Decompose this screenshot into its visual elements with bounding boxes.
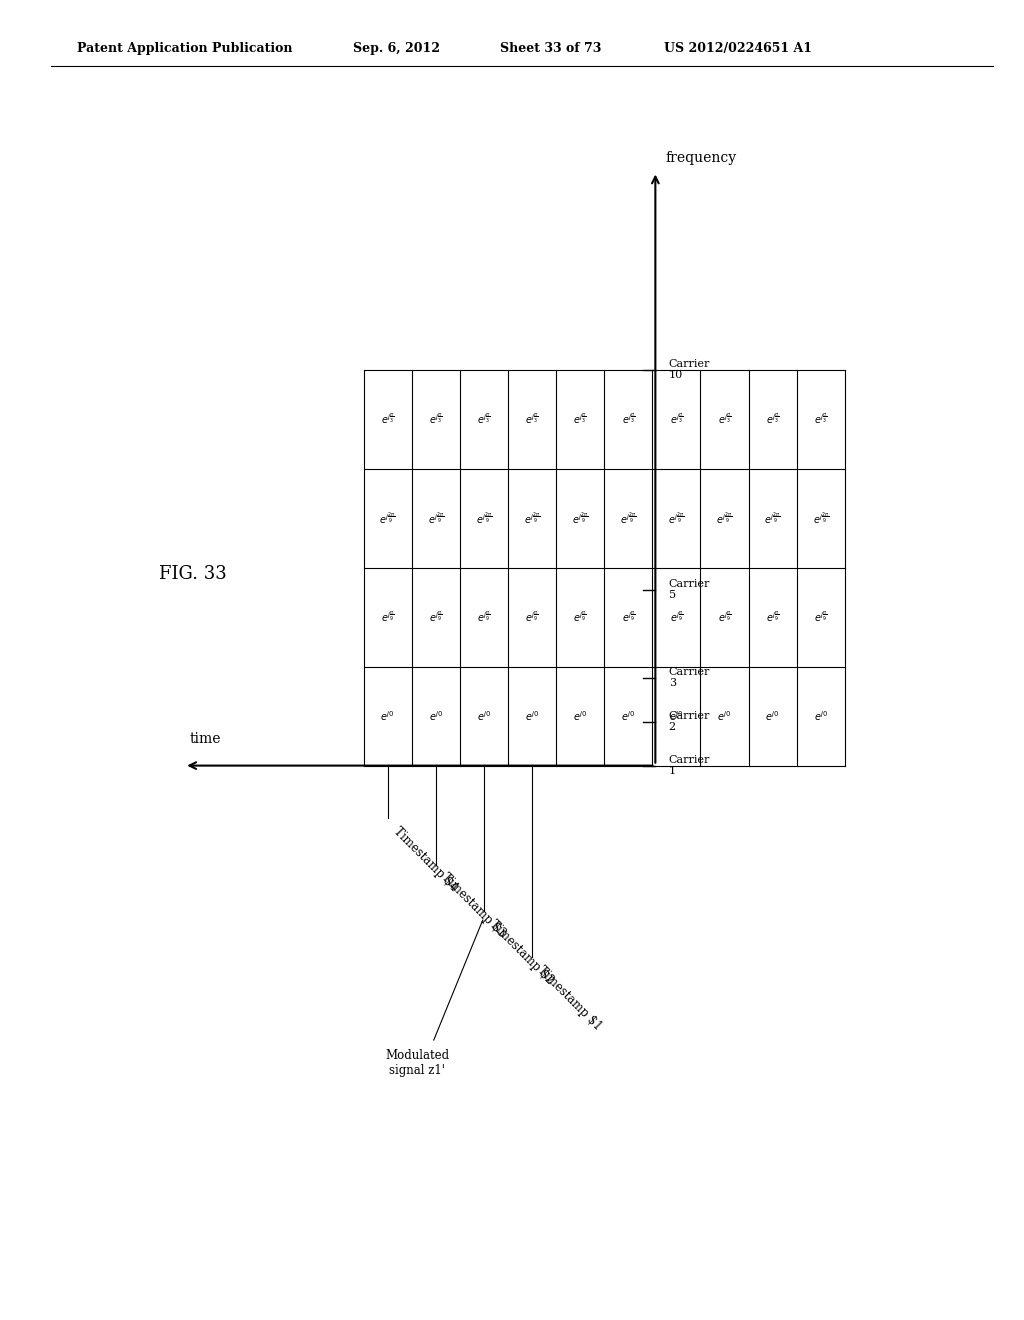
- Text: $e^{j\frac{\pi}{3}}$: $e^{j\frac{\pi}{3}}$: [766, 412, 779, 426]
- Text: $e^{j\frac{\pi}{3}}$: $e^{j\frac{\pi}{3}}$: [573, 412, 587, 426]
- Text: $e^{j\frac{2\pi}{9}}$: $e^{j\frac{2\pi}{9}}$: [669, 511, 684, 525]
- Text: $e^{j0}$: $e^{j0}$: [381, 709, 394, 723]
- Text: $e^{j\frac{2\pi}{9}}$: $e^{j\frac{2\pi}{9}}$: [717, 511, 732, 525]
- Text: $e^{j\frac{\pi}{9}}$: $e^{j\frac{\pi}{9}}$: [525, 610, 539, 624]
- Text: Sep. 6, 2012: Sep. 6, 2012: [353, 42, 440, 55]
- Text: $e^{j\frac{\pi}{3}}$: $e^{j\frac{\pi}{3}}$: [718, 412, 731, 426]
- Text: frequency: frequency: [666, 150, 736, 165]
- Text: $e^{j\frac{\pi}{9}}$: $e^{j\frac{\pi}{9}}$: [622, 610, 635, 624]
- Text: Carrier
1: Carrier 1: [669, 755, 710, 776]
- Text: $e^{j0}$: $e^{j0}$: [477, 709, 490, 723]
- Text: Carrier
3: Carrier 3: [669, 667, 710, 689]
- Text: US 2012/0224651 A1: US 2012/0224651 A1: [664, 42, 812, 55]
- Text: $e^{j0}$: $e^{j0}$: [766, 709, 779, 723]
- Text: $e^{j\frac{\pi}{9}}$: $e^{j\frac{\pi}{9}}$: [670, 610, 683, 624]
- Text: $e^{j\frac{\pi}{3}}$: $e^{j\frac{\pi}{3}}$: [429, 412, 442, 426]
- Text: Timestamp $4: Timestamp $4: [391, 825, 460, 894]
- Text: time: time: [189, 731, 221, 746]
- Text: $e^{j\frac{\pi}{9}}$: $e^{j\frac{\pi}{9}}$: [766, 610, 779, 624]
- Text: $e^{j\frac{2\pi}{9}}$: $e^{j\frac{2\pi}{9}}$: [572, 511, 588, 525]
- Text: Timestamp $1: Timestamp $1: [535, 964, 604, 1032]
- Text: $e^{j\frac{\pi}{9}}$: $e^{j\frac{\pi}{9}}$: [429, 610, 442, 624]
- Text: $e^{j0}$: $e^{j0}$: [670, 709, 683, 723]
- Text: $e^{j\frac{\pi}{3}}$: $e^{j\frac{\pi}{3}}$: [477, 412, 490, 426]
- Text: $e^{j\frac{\pi}{3}}$: $e^{j\frac{\pi}{3}}$: [814, 412, 827, 426]
- Text: $e^{j\frac{\pi}{9}}$: $e^{j\frac{\pi}{9}}$: [814, 610, 827, 624]
- Text: Modulated
signal z1': Modulated signal z1': [385, 1049, 450, 1077]
- Text: $e^{j0}$: $e^{j0}$: [718, 709, 731, 723]
- Text: $e^{j\frac{2\pi}{9}}$: $e^{j\frac{2\pi}{9}}$: [476, 511, 492, 525]
- Text: $e^{j0}$: $e^{j0}$: [429, 709, 442, 723]
- Text: $e^{j\frac{\pi}{9}}$: $e^{j\frac{\pi}{9}}$: [573, 610, 587, 624]
- Text: $e^{j\frac{2\pi}{9}}$: $e^{j\frac{2\pi}{9}}$: [621, 511, 636, 525]
- Text: Carrier
10: Carrier 10: [669, 359, 710, 380]
- Text: $e^{j\frac{\pi}{3}}$: $e^{j\frac{\pi}{3}}$: [381, 412, 394, 426]
- Text: $e^{j\frac{2\pi}{9}}$: $e^{j\frac{2\pi}{9}}$: [765, 511, 780, 525]
- Text: $e^{j\frac{\pi}{9}}$: $e^{j\frac{\pi}{9}}$: [718, 610, 731, 624]
- Text: $e^{j\frac{\pi}{9}}$: $e^{j\frac{\pi}{9}}$: [477, 610, 490, 624]
- Text: Carrier
2: Carrier 2: [669, 710, 710, 733]
- Text: $e^{j\frac{\pi}{3}}$: $e^{j\frac{\pi}{3}}$: [622, 412, 635, 426]
- Text: Patent Application Publication: Patent Application Publication: [77, 42, 292, 55]
- Text: $e^{j0}$: $e^{j0}$: [814, 709, 827, 723]
- Text: $e^{j\frac{\pi}{9}}$: $e^{j\frac{\pi}{9}}$: [381, 610, 394, 624]
- Text: $e^{j0}$: $e^{j0}$: [573, 709, 587, 723]
- Text: $e^{j\frac{2\pi}{9}}$: $e^{j\frac{2\pi}{9}}$: [813, 511, 828, 525]
- Text: Timestamp $2: Timestamp $2: [487, 917, 556, 986]
- Text: $e^{j\frac{2\pi}{9}}$: $e^{j\frac{2\pi}{9}}$: [380, 511, 395, 525]
- Text: $e^{j\frac{2\pi}{9}}$: $e^{j\frac{2\pi}{9}}$: [524, 511, 540, 525]
- Text: Sheet 33 of 73: Sheet 33 of 73: [500, 42, 601, 55]
- Text: $e^{j\frac{\pi}{3}}$: $e^{j\frac{\pi}{3}}$: [670, 412, 683, 426]
- Text: $e^{j0}$: $e^{j0}$: [622, 709, 635, 723]
- Text: $e^{j0}$: $e^{j0}$: [525, 709, 539, 723]
- Text: FIG. 33: FIG. 33: [159, 565, 226, 583]
- Text: Carrier
5: Carrier 5: [669, 578, 710, 601]
- Text: Timestamp $3: Timestamp $3: [438, 871, 508, 940]
- Text: $e^{j\frac{\pi}{3}}$: $e^{j\frac{\pi}{3}}$: [525, 412, 539, 426]
- Text: $e^{j\frac{2\pi}{9}}$: $e^{j\frac{2\pi}{9}}$: [428, 511, 443, 525]
